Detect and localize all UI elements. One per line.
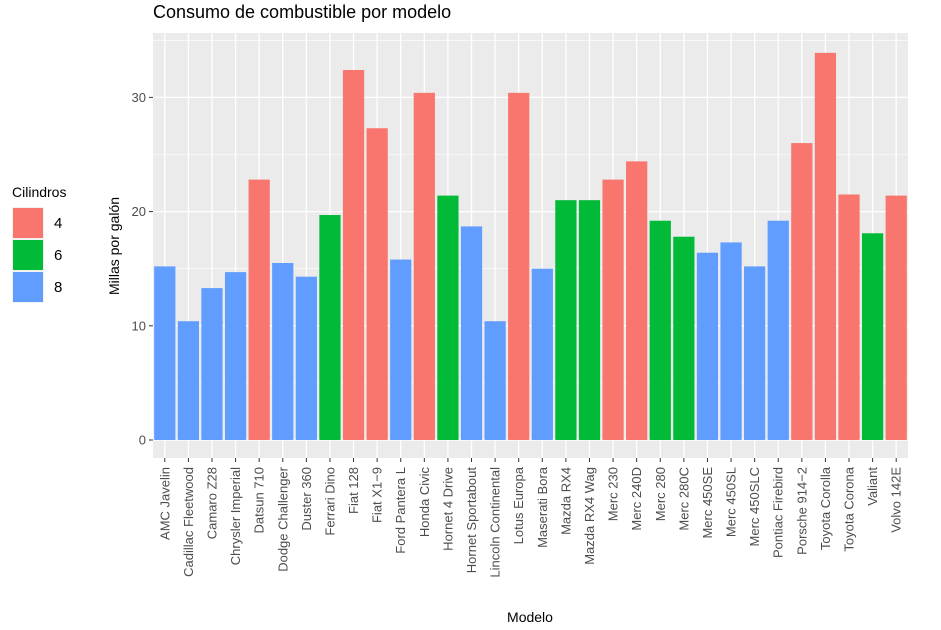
bar [720, 242, 742, 440]
bar [696, 252, 719, 440]
y-axis: 0 10 20 30 [132, 90, 153, 448]
x-axis-title: Modelo [507, 609, 553, 625]
bar [484, 321, 506, 440]
bar [319, 215, 341, 440]
legend: Cilindros 4 6 8 [12, 184, 66, 303]
x-tick-label: Mazda RX4 Wag [582, 467, 597, 565]
bar [531, 268, 553, 440]
x-tick-label: Merc 450SLC [747, 467, 762, 546]
x-tick-label: Duster 360 [299, 467, 314, 531]
x-tick-label: Maserati Bora [535, 466, 550, 548]
x-tick-label: Merc 230 [606, 467, 621, 521]
x-tick-label: Mazda RX4 [558, 467, 573, 535]
y-tick-label: 10 [132, 318, 146, 333]
x-tick-label: Honda Civic [417, 467, 432, 538]
bar [673, 236, 695, 440]
bar [555, 200, 577, 440]
x-tick-label: Ford Pantera L [393, 467, 408, 554]
x-tick-label: Toyota Corolla [818, 466, 833, 550]
x-tick-label: Chrysler Imperial [228, 467, 243, 565]
x-tick-label: Merc 240D [629, 467, 644, 531]
x-tick-label: Fiat X1−9 [370, 467, 385, 523]
bar [272, 262, 294, 440]
legend-title: Cilindros [12, 184, 66, 200]
x-tick-label: Hornet Sportabout [464, 467, 479, 574]
y-axis-title: Millas por galón [106, 197, 122, 295]
x-tick-label: Toyota Corona [842, 466, 857, 551]
x-axis: AMC Javelin Cadillac Fleetwood Camaro Z28 C… [157, 458, 904, 578]
bar [154, 266, 176, 440]
legend-label: 4 [54, 215, 62, 232]
x-tick-label: Fiat 128 [346, 467, 361, 514]
bar [767, 220, 789, 440]
bar [295, 276, 317, 440]
x-tick-label: Pontiac Firebird [771, 467, 786, 558]
x-tick-label: Porsche 914−2 [794, 467, 809, 555]
x-tick-label: Merc 280 [653, 467, 668, 521]
x-tick-label: Datsun 710 [252, 467, 267, 534]
x-tick-label: Camaro Z28 [204, 467, 219, 539]
x-tick-label: Dodge Challenger [275, 466, 290, 571]
x-tick-label: Cadillac Fleetwood [181, 467, 196, 577]
bar [366, 128, 388, 440]
bar [861, 233, 884, 440]
x-tick-label: Ferrari Dino [322, 467, 337, 536]
bar [814, 52, 837, 440]
legend-swatch [13, 272, 43, 302]
chart-title: Consumo de combustible por modelo [153, 2, 451, 22]
x-tick-label: Merc 280C [676, 467, 691, 531]
bars [154, 52, 907, 441]
x-tick-label: Lotus Europa [511, 466, 526, 544]
bar [626, 161, 648, 441]
x-tick-label: AMC Javelin [157, 467, 172, 540]
x-tick-label: Volvo 142E [889, 467, 904, 533]
bar [838, 194, 860, 440]
bar [201, 288, 223, 440]
bar [437, 195, 459, 440]
bar [413, 92, 435, 440]
bar [649, 220, 671, 440]
legend-swatch [13, 208, 43, 238]
bar [177, 321, 200, 440]
bar [885, 195, 907, 440]
bar [744, 266, 766, 440]
y-tick-label: 0 [139, 433, 146, 448]
legend-label: 8 [54, 279, 62, 296]
y-tick-label: 30 [132, 90, 146, 105]
bar [342, 69, 365, 440]
x-tick-label: Hornet 4 Drive [440, 467, 455, 551]
bar [248, 179, 270, 440]
bar [390, 259, 412, 440]
bar [224, 272, 247, 440]
legend-swatch [13, 240, 43, 270]
bar [602, 179, 624, 440]
legend-label: 6 [54, 247, 62, 264]
x-tick-label: Merc 450SL [724, 467, 739, 537]
x-tick-label: Valiant [865, 467, 880, 506]
bar [508, 92, 530, 440]
y-tick-label: 20 [132, 204, 146, 219]
x-tick-label: Lincoln Continental [488, 467, 503, 578]
bar [460, 226, 483, 440]
bar [791, 143, 813, 440]
bar [578, 200, 601, 440]
x-tick-label: Merc 450SE [700, 467, 715, 539]
